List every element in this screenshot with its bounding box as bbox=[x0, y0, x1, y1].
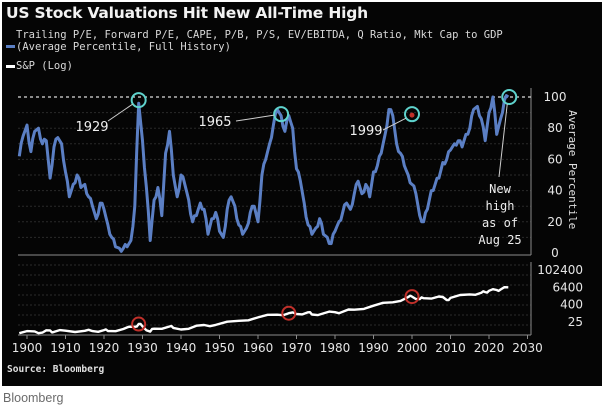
sp-peak-circle bbox=[131, 316, 147, 332]
highlight-circle-new-high bbox=[501, 89, 518, 105]
sp-y-tick-label: 400 bbox=[560, 298, 583, 312]
image-caption: Bloomberg bbox=[3, 391, 64, 405]
x-tick-label: 1950 bbox=[204, 341, 235, 355]
annotation-1965: 1965 bbox=[198, 115, 231, 130]
highlight-circle-1929 bbox=[130, 92, 147, 109]
x-tick-label: 1940 bbox=[166, 341, 197, 355]
annotation-new-high-line: as of bbox=[482, 216, 518, 230]
percentile-y-tick-label: 0 bbox=[551, 246, 559, 260]
highlight-circle-1965 bbox=[273, 106, 290, 123]
percentile-y-tick-label: 20 bbox=[547, 215, 562, 229]
sp-y-tick-label: 25 bbox=[568, 315, 583, 329]
legend-label-sp: S&P (Log) bbox=[16, 60, 73, 72]
source-note: Source: Bloomberg bbox=[7, 364, 105, 375]
leader-line-1929 bbox=[107, 103, 133, 122]
annotations: 1929 1965 1999 New high as of Aug 25 bbox=[75, 89, 522, 332]
sp-gridlines bbox=[18, 264, 531, 326]
x-tick-label: 2010 bbox=[435, 341, 466, 355]
x-tick-label: 1900 bbox=[12, 341, 43, 355]
sp-peak-circle bbox=[404, 289, 420, 305]
percentile-y-tick-label: 80 bbox=[547, 121, 562, 135]
chart-title: US Stock Valuations Hit New All-Time Hig… bbox=[6, 4, 368, 22]
x-tick-label: 1980 bbox=[320, 341, 351, 355]
leader-line-1999 bbox=[382, 117, 407, 131]
sp-y-tick-label: 102400 bbox=[537, 263, 583, 277]
x-tick-label: 2000 bbox=[397, 341, 428, 355]
percentile-y-tick-label: 60 bbox=[547, 152, 562, 166]
x-tick-label: 2020 bbox=[474, 341, 505, 355]
annotation-new-high-line: New bbox=[489, 182, 511, 196]
leader-line-new-high bbox=[498, 103, 508, 178]
annotation-new-high-line: Aug 25 bbox=[478, 233, 521, 247]
annotation-1929: 1929 bbox=[75, 120, 108, 135]
sp-peak-circle bbox=[281, 305, 297, 321]
x-tick-label: 2030 bbox=[512, 341, 543, 355]
x-tick-label: 1960 bbox=[243, 341, 274, 355]
percentile-axis-title: Average Percentile bbox=[566, 110, 579, 229]
leader-line-1965 bbox=[235, 114, 275, 122]
legend-swatch-blue bbox=[6, 45, 15, 48]
x-axis-ticks: 1900 1910 1920 1930 1940 1950 1960 1970 1980 1990… bbox=[12, 335, 543, 355]
annotation-1999: 1999 bbox=[349, 124, 382, 139]
percentile-y-tick-label: 100 bbox=[544, 90, 567, 104]
percentile-series-line bbox=[17, 94, 510, 253]
sp-y-tick-label: 6400 bbox=[552, 280, 583, 294]
highlight-circle-1999 bbox=[404, 106, 420, 123]
x-tick-label: 1990 bbox=[358, 341, 389, 355]
x-tick-label: 1930 bbox=[127, 341, 158, 355]
legend-swatch-white bbox=[6, 65, 15, 68]
legend-label-valuation-line1: Trailing P/E, Forward P/E, CAPE, P/B, P/… bbox=[16, 29, 503, 41]
percentile-y-tick-label: 40 bbox=[547, 184, 562, 198]
x-tick-label: 1970 bbox=[281, 341, 312, 355]
x-tick-label: 1920 bbox=[89, 341, 120, 355]
sp-series-line bbox=[18, 286, 509, 335]
legend-item-sp: S&P (Log) bbox=[6, 60, 73, 72]
legend-item-valuation: Trailing P/E, Forward P/E, CAPE, P/B, P/… bbox=[6, 29, 503, 53]
percentile-y-ticks: 0 20 40 60 80 100 bbox=[544, 90, 567, 260]
sp-y-ticks: 25 400 6400 102400 bbox=[537, 263, 583, 329]
legend-label-valuation-line2: (Average Percentile, Full History) bbox=[16, 41, 231, 53]
annotation-new-high-line: high bbox=[486, 199, 515, 213]
peak-marker-1999 bbox=[409, 112, 415, 118]
x-tick-label: 1910 bbox=[50, 341, 81, 355]
